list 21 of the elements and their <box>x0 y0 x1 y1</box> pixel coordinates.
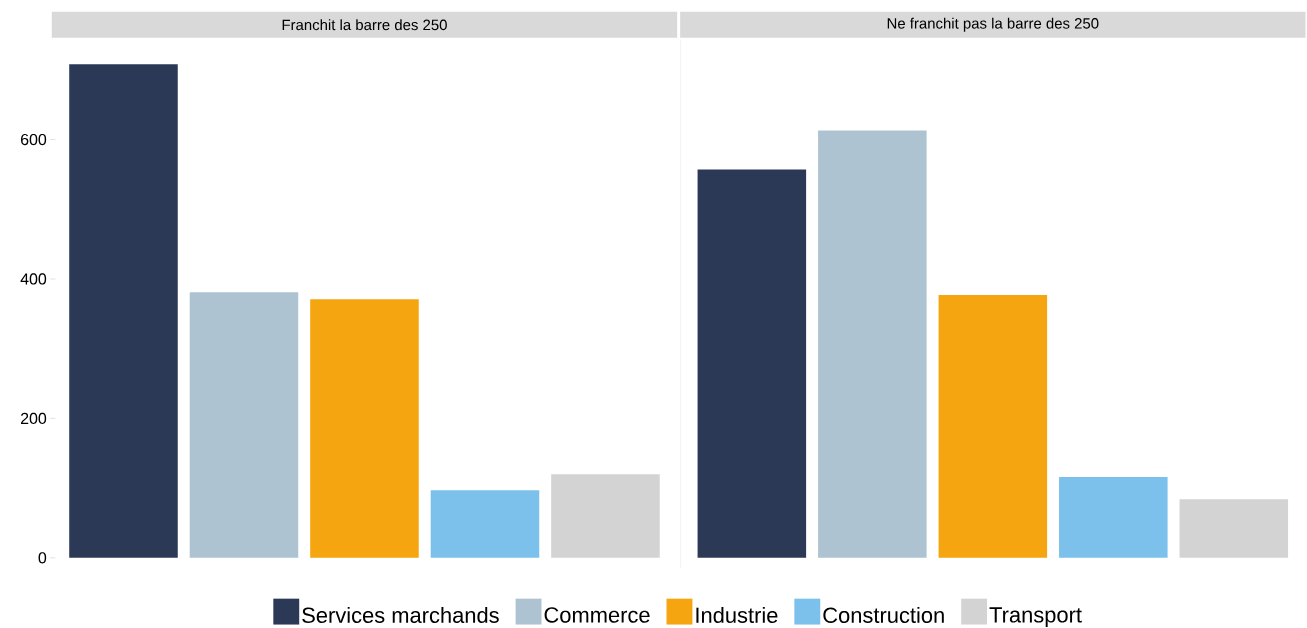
bar <box>818 130 927 558</box>
legend-label: Transport <box>989 607 1082 627</box>
bar <box>69 64 178 558</box>
bar <box>430 490 540 558</box>
y-tick-label: 400 <box>20 273 47 285</box>
y-tick-label: 0 <box>38 552 47 564</box>
y-tick-label: 600 <box>21 133 47 145</box>
bar <box>1059 476 1168 558</box>
legend-label: Services marchands <box>302 606 499 623</box>
bar <box>189 292 299 558</box>
legend-label: Construction <box>823 606 944 623</box>
bar <box>1179 499 1289 558</box>
x-tick-label: Ne franchit pas la barre des 250 <box>887 17 1099 32</box>
y-tick-label: 200 <box>21 412 47 424</box>
legend-label: Industrie <box>696 606 778 623</box>
legend-label: Commerce <box>544 607 650 623</box>
bar <box>310 299 419 558</box>
x-tick-label: Franchit la barre des 250 <box>282 19 447 30</box>
bar <box>697 169 807 558</box>
bar <box>551 474 660 558</box>
bar <box>938 294 1048 558</box>
